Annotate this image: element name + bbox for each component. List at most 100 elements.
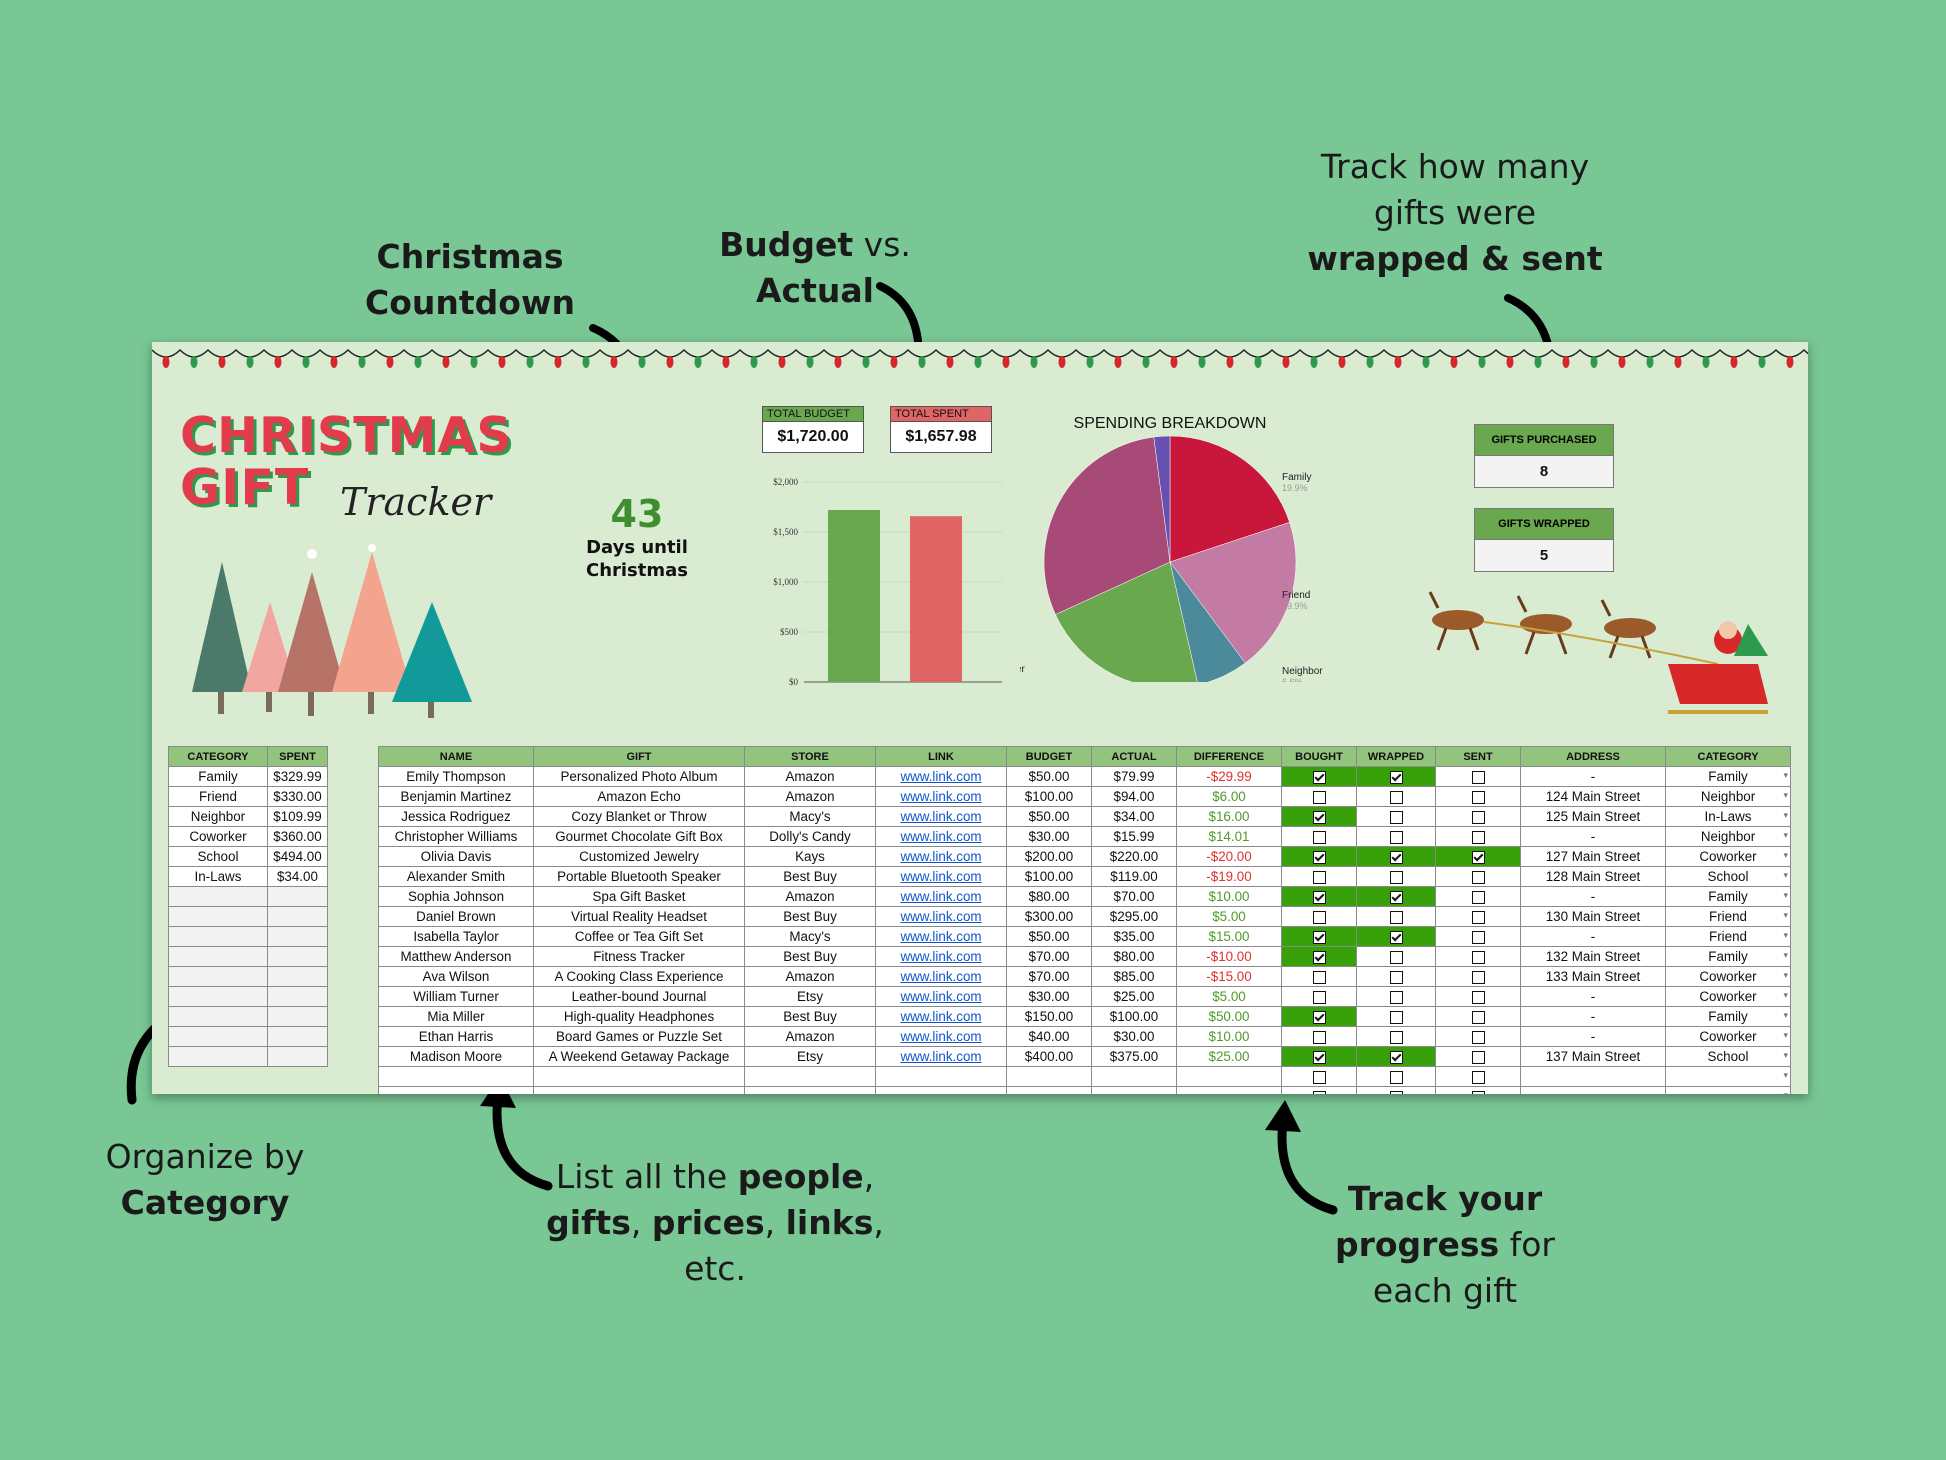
bought-checkbox[interactable] (1312, 1050, 1326, 1064)
spent-cell[interactable]: $109.99 (266, 806, 329, 827)
bought-checkbox[interactable] (1312, 1090, 1326, 1094)
gift-cell[interactable]: A Weekend Getaway Package (533, 1046, 745, 1067)
bought-checkbox[interactable] (1312, 910, 1326, 924)
budget-cell[interactable] (1006, 1066, 1092, 1087)
sent-checkbox[interactable] (1471, 910, 1485, 924)
spent-cell[interactable]: $34.00 (266, 866, 329, 887)
link-cell[interactable] (875, 1086, 1007, 1094)
name-cell[interactable]: Mia Miller (378, 1006, 534, 1027)
budget-cell[interactable]: $200.00 (1006, 846, 1092, 867)
sent-checkbox[interactable] (1471, 790, 1485, 804)
diff-cell[interactable]: $16.00 (1176, 806, 1282, 827)
diff-cell[interactable]: $5.00 (1176, 986, 1282, 1007)
category-cell[interactable]: Family (1665, 1006, 1791, 1027)
name-cell[interactable]: Matthew Anderson (378, 946, 534, 967)
bought-checkbox-cell[interactable] (1281, 906, 1357, 927)
wrapped-checkbox[interactable] (1389, 810, 1403, 824)
bought-checkbox-cell[interactable] (1281, 806, 1357, 827)
address-cell[interactable]: 130 Main Street (1520, 906, 1666, 927)
gift-cell[interactable] (533, 1066, 745, 1087)
category-cell[interactable]: Friend (1665, 926, 1791, 947)
actual-cell[interactable]: $30.00 (1091, 1026, 1177, 1047)
wrapped-checkbox[interactable] (1389, 950, 1403, 964)
sent-checkbox-cell[interactable] (1435, 1026, 1521, 1047)
category-cell[interactable] (168, 886, 268, 907)
wrapped-checkbox-cell[interactable] (1356, 906, 1436, 927)
sent-checkbox[interactable] (1471, 890, 1485, 904)
spent-cell[interactable]: $330.00 (266, 786, 329, 807)
bought-checkbox[interactable] (1312, 990, 1326, 1004)
sent-checkbox-cell[interactable] (1435, 1046, 1521, 1067)
wrapped-checkbox-cell[interactable] (1356, 786, 1436, 807)
category-cell[interactable]: Family (168, 766, 268, 787)
category-cell[interactable] (168, 946, 268, 967)
link-cell[interactable]: www.link.com (875, 846, 1007, 867)
store-cell[interactable]: Best Buy (744, 1006, 876, 1027)
diff-cell[interactable] (1176, 1086, 1282, 1094)
bought-checkbox[interactable] (1312, 870, 1326, 884)
category-cell[interactable]: Family (1665, 766, 1791, 787)
gift-cell[interactable]: Gourmet Chocolate Gift Box (533, 826, 745, 847)
bought-checkbox[interactable] (1312, 770, 1326, 784)
wrapped-checkbox[interactable] (1389, 1090, 1403, 1094)
bought-checkbox[interactable] (1312, 890, 1326, 904)
budget-cell[interactable]: $30.00 (1006, 986, 1092, 1007)
spent-cell[interactable] (266, 926, 329, 947)
link-cell[interactable]: www.link.com (875, 1046, 1007, 1067)
actual-cell[interactable]: $375.00 (1091, 1046, 1177, 1067)
store-cell[interactable]: Amazon (744, 766, 876, 787)
category-cell[interactable]: In-Laws (168, 866, 268, 887)
name-cell[interactable]: Daniel Brown (378, 906, 534, 927)
actual-cell[interactable]: $25.00 (1091, 986, 1177, 1007)
wrapped-checkbox-cell[interactable] (1356, 826, 1436, 847)
name-cell[interactable]: William Turner (378, 986, 534, 1007)
sent-checkbox[interactable] (1471, 990, 1485, 1004)
link-cell[interactable]: www.link.com (875, 786, 1007, 807)
store-cell[interactable]: Amazon (744, 966, 876, 987)
bought-checkbox[interactable] (1312, 1030, 1326, 1044)
wrapped-checkbox[interactable] (1389, 1010, 1403, 1024)
budget-cell[interactable]: $70.00 (1006, 946, 1092, 967)
actual-cell[interactable]: $80.00 (1091, 946, 1177, 967)
category-cell[interactable]: School (1665, 866, 1791, 887)
diff-cell[interactable]: $25.00 (1176, 1046, 1282, 1067)
diff-cell[interactable]: -$19.00 (1176, 866, 1282, 887)
gift-cell[interactable]: Cozy Blanket or Throw (533, 806, 745, 827)
actual-cell[interactable]: $34.00 (1091, 806, 1177, 827)
store-cell[interactable] (744, 1086, 876, 1094)
store-cell[interactable]: Amazon (744, 1026, 876, 1047)
category-cell[interactable]: Coworker (168, 826, 268, 847)
budget-cell[interactable]: $300.00 (1006, 906, 1092, 927)
address-cell[interactable]: - (1520, 826, 1666, 847)
category-cell[interactable]: Coworker (1665, 1026, 1791, 1047)
link-cell[interactable]: www.link.com (875, 1026, 1007, 1047)
bought-checkbox[interactable] (1312, 1070, 1326, 1084)
sent-checkbox-cell[interactable] (1435, 806, 1521, 827)
address-cell[interactable]: - (1520, 986, 1666, 1007)
spent-cell[interactable] (266, 986, 329, 1007)
store-cell[interactable]: Amazon (744, 786, 876, 807)
wrapped-checkbox[interactable] (1389, 770, 1403, 784)
link-cell[interactable]: www.link.com (875, 966, 1007, 987)
category-cell[interactable] (1665, 1086, 1791, 1094)
wrapped-checkbox[interactable] (1389, 990, 1403, 1004)
name-cell[interactable]: Isabella Taylor (378, 926, 534, 947)
store-cell[interactable]: Best Buy (744, 906, 876, 927)
name-cell[interactable]: Madison Moore (378, 1046, 534, 1067)
diff-cell[interactable]: -$15.00 (1176, 966, 1282, 987)
gift-cell[interactable]: Leather-bound Journal (533, 986, 745, 1007)
sent-checkbox-cell[interactable] (1435, 986, 1521, 1007)
sent-checkbox[interactable] (1471, 1090, 1485, 1094)
address-cell[interactable]: - (1520, 926, 1666, 947)
category-cell[interactable]: Neighbor (1665, 826, 1791, 847)
wrapped-checkbox[interactable] (1389, 1030, 1403, 1044)
address-cell[interactable] (1520, 1086, 1666, 1094)
wrapped-checkbox-cell[interactable] (1356, 1086, 1436, 1094)
sent-checkbox-cell[interactable] (1435, 946, 1521, 967)
sent-checkbox-cell[interactable] (1435, 1006, 1521, 1027)
address-cell[interactable]: 133 Main Street (1520, 966, 1666, 987)
bought-checkbox-cell[interactable] (1281, 1066, 1357, 1087)
category-cell[interactable] (168, 1026, 268, 1047)
wrapped-checkbox-cell[interactable] (1356, 966, 1436, 987)
name-cell[interactable] (378, 1066, 534, 1087)
